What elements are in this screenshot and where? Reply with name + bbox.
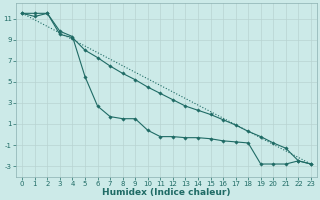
X-axis label: Humidex (Indice chaleur): Humidex (Indice chaleur) bbox=[102, 188, 231, 197]
